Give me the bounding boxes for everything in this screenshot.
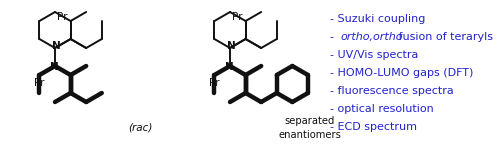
Text: - HOMO-LUMO gaps (DFT): - HOMO-LUMO gaps (DFT): [330, 68, 474, 78]
Text: - fluorescence spectra: - fluorescence spectra: [330, 86, 454, 96]
Text: (rac): (rac): [128, 123, 152, 133]
Text: Pr: Pr: [232, 12, 242, 22]
Text: -: -: [330, 32, 338, 42]
Text: - Suzuki coupling: - Suzuki coupling: [330, 14, 426, 24]
Text: Pr: Pr: [34, 78, 44, 88]
Text: - ECD spectrum: - ECD spectrum: [330, 122, 417, 132]
Text: - UV/Vis spectra: - UV/Vis spectra: [330, 50, 418, 60]
Text: N: N: [50, 62, 58, 72]
Text: N: N: [224, 62, 234, 72]
Text: fusion of teraryls: fusion of teraryls: [395, 32, 493, 42]
Text: ortho,ortho: ortho,ortho: [340, 32, 402, 42]
Text: N: N: [226, 41, 235, 51]
Text: Pr: Pr: [57, 12, 68, 22]
Text: separated
enantiomers: separated enantiomers: [278, 116, 342, 140]
Text: - optical resolution: - optical resolution: [330, 104, 434, 114]
Text: N: N: [52, 41, 60, 51]
Text: Pr: Pr: [209, 78, 220, 88]
